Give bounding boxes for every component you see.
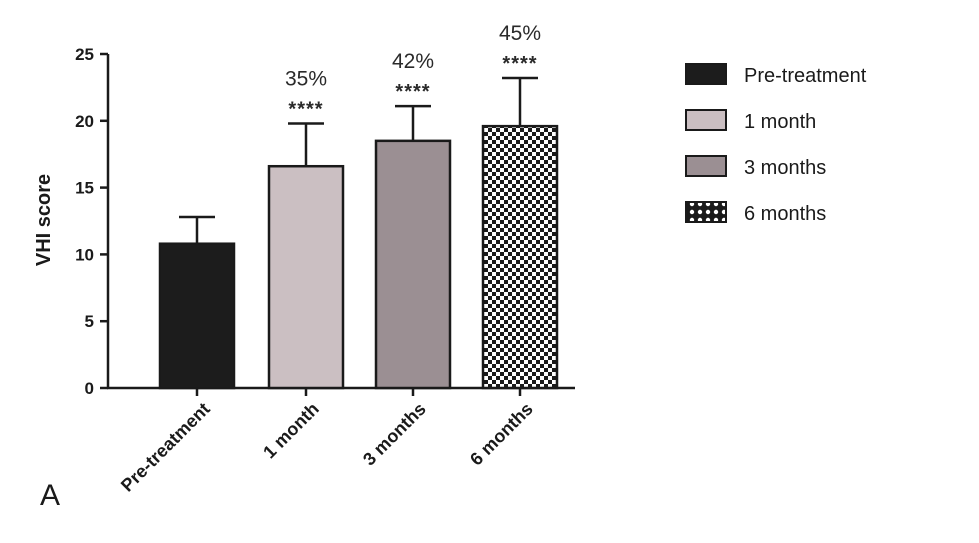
significance-label: **** [502, 53, 537, 75]
x-axis-labels: Pre-treatment 1 month 3 months 6 months [117, 399, 537, 496]
legend-swatch [685, 155, 727, 177]
legend: Pre-treatment 1 month 3 months 6 months [685, 63, 867, 225]
x-tick-label: 3 months [359, 399, 430, 470]
x-tick-label: 6 months [466, 399, 537, 470]
legend-label: 6 months [744, 203, 826, 225]
y-axis-title: VHI score [33, 174, 55, 266]
significance-label: **** [395, 81, 430, 103]
percent-label: 35% [285, 67, 327, 90]
legend-label: Pre-treatment [744, 65, 867, 87]
legend-label: 1 month [744, 111, 816, 133]
y-tick-label: 10 [75, 245, 94, 264]
legend-swatch [685, 109, 727, 131]
significance-label: **** [288, 98, 323, 120]
y-tick-label: 15 [75, 179, 94, 198]
bar-6-months [481, 124, 559, 390]
percent-label: 45% [499, 22, 541, 45]
bar-pre-treatment [158, 242, 236, 390]
x-tick-label: Pre-treatment [117, 399, 214, 496]
x-tick-label: 1 month [259, 399, 323, 463]
y-tick-label: 20 [75, 112, 94, 131]
percent-label: 42% [392, 50, 434, 73]
bars: **** 35% **** 42% **** 45% [158, 22, 559, 396]
y-tick-label: 25 [75, 45, 94, 64]
bar-3-months [374, 139, 452, 390]
y-tick-label: 0 [85, 379, 94, 398]
y-tick-label: 5 [85, 312, 94, 331]
legend-label: 3 months [744, 157, 826, 179]
legend-swatch [685, 63, 727, 85]
bar-1-month [267, 164, 345, 390]
legend-swatch [685, 201, 727, 223]
panel-label: A [40, 479, 60, 512]
